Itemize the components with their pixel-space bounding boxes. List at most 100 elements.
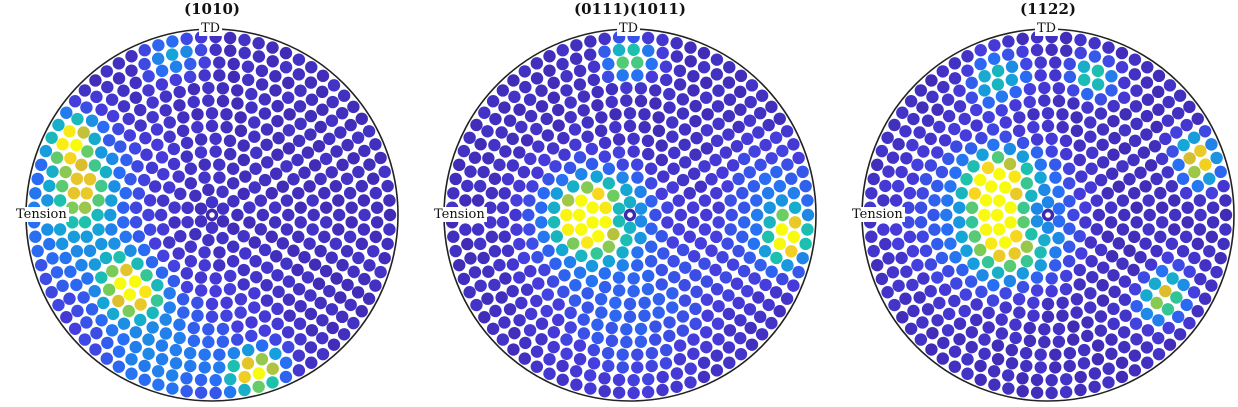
pole-point <box>965 340 978 354</box>
pole-point <box>1116 160 1129 173</box>
pole-point <box>1067 208 1080 222</box>
pole-point <box>381 237 394 251</box>
pole-point <box>698 257 711 270</box>
pole-point <box>655 153 668 167</box>
pole-point <box>517 165 531 179</box>
pole-point <box>987 138 1000 151</box>
pole-point <box>700 76 713 90</box>
pole-point <box>627 132 640 145</box>
pole-point <box>269 347 282 360</box>
pole-point <box>355 179 369 193</box>
pole-point <box>383 194 396 207</box>
pole-point <box>723 93 737 106</box>
pole-point <box>1091 339 1105 352</box>
pole-point <box>666 287 679 300</box>
pole-point <box>877 223 890 236</box>
pole-point <box>260 294 274 307</box>
pole-point <box>362 125 376 138</box>
pole-point <box>1060 147 1073 161</box>
pole-point <box>974 57 987 71</box>
pole-point <box>213 171 226 184</box>
pole-point <box>666 301 679 314</box>
pole-point <box>252 50 266 63</box>
pole-point <box>616 56 629 69</box>
pole-point <box>705 244 718 257</box>
pole-point <box>620 183 633 197</box>
pole-point <box>1084 116 1097 129</box>
title-part: 1 <box>657 0 669 18</box>
pole-point <box>216 202 230 215</box>
pole-center-mark <box>627 212 633 218</box>
pole-point <box>991 266 1005 279</box>
pole-point <box>524 109 538 123</box>
pole-point <box>754 158 767 172</box>
pole-point <box>547 340 560 354</box>
pole-point <box>129 326 143 339</box>
pole-point <box>187 95 200 109</box>
pole-point <box>1097 156 1110 169</box>
pole-point <box>902 216 915 229</box>
pole-point <box>530 360 544 373</box>
pole-point <box>155 352 169 366</box>
pole-point <box>1162 321 1175 335</box>
pole-point <box>1084 287 1097 300</box>
pole-point <box>620 233 633 247</box>
pole-point <box>258 173 272 187</box>
pole-point <box>119 230 132 244</box>
pole-point <box>1194 272 1207 286</box>
pole-figure-title: (0111)(1011) <box>574 0 686 22</box>
pole-point <box>91 208 104 222</box>
pole-point <box>523 194 536 207</box>
pole-point <box>748 145 761 158</box>
pole-point <box>1094 310 1108 323</box>
pole-point <box>282 76 295 90</box>
pole-point <box>1105 333 1118 346</box>
pole-point <box>357 194 371 207</box>
pole-point <box>341 278 354 292</box>
pole-point <box>1163 338 1177 351</box>
pole-point <box>499 272 512 285</box>
pole-point <box>238 370 251 384</box>
pole-point <box>557 131 570 145</box>
pole-point <box>623 310 637 323</box>
pole-point <box>1060 44 1073 57</box>
pole-point <box>941 93 955 106</box>
pole-point <box>1107 317 1120 331</box>
pole-point <box>573 151 587 164</box>
pole-point <box>1045 132 1058 145</box>
pole-point <box>1139 180 1152 193</box>
pole-point <box>550 230 563 243</box>
pole-point <box>792 151 805 165</box>
pole-point <box>638 108 651 121</box>
pole-point <box>687 84 700 97</box>
pole-point <box>598 150 612 163</box>
pole-point <box>684 376 697 389</box>
pole-point <box>1012 124 1026 138</box>
pole-point <box>245 101 258 114</box>
pole-point <box>140 148 153 161</box>
pole-point <box>607 189 620 202</box>
pole-point <box>129 76 142 90</box>
pole-point <box>1112 237 1126 250</box>
pole-point <box>697 356 711 369</box>
pole-point <box>970 298 983 311</box>
pole-point <box>255 64 269 78</box>
pole-point <box>882 252 895 265</box>
pole-point <box>234 111 247 124</box>
pole-point <box>663 87 676 101</box>
pole-point <box>209 132 222 145</box>
pole-point <box>1118 340 1131 354</box>
pole-point <box>29 187 42 200</box>
pole-point <box>255 352 269 366</box>
pole-point <box>1027 121 1040 134</box>
pole-point <box>304 341 318 354</box>
pole-point <box>272 285 285 299</box>
pole-point <box>294 117 307 131</box>
pole-point <box>762 298 775 312</box>
pole-point <box>128 142 142 155</box>
pole-point <box>641 385 655 399</box>
pole-point <box>248 287 261 300</box>
pole-point <box>519 336 532 350</box>
pole-point <box>238 33 251 47</box>
pole-point <box>173 318 186 331</box>
